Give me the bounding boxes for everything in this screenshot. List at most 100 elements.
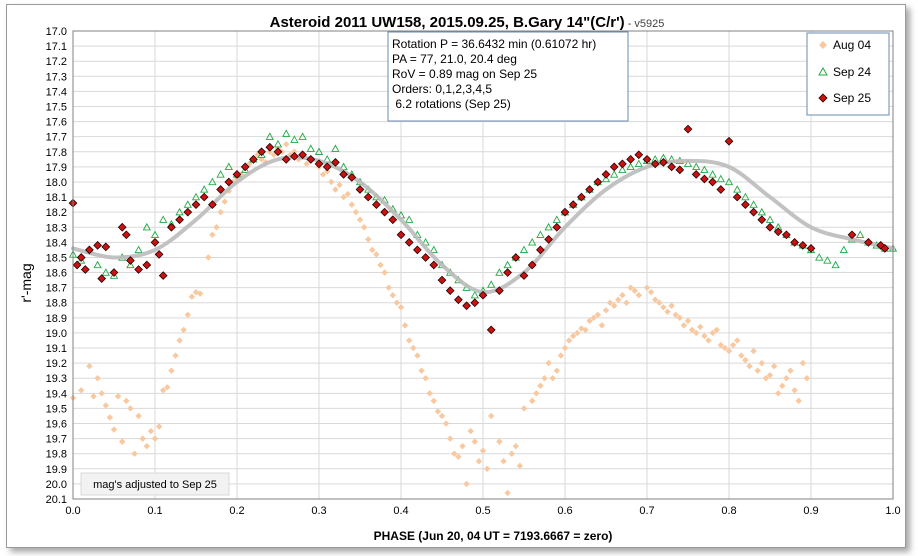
point-aug04 [606,299,614,306]
point-sep24 [610,170,619,178]
y-tick-label: 18.5 [46,252,67,264]
point-aug04 [147,427,155,435]
point-aug04 [586,317,593,325]
y-tick-label: 17.9 [46,162,67,174]
point-aug04 [643,284,651,291]
point-aug04 [672,311,679,319]
point-sep25 [880,244,890,253]
point-aug04 [184,311,191,319]
point-aug04 [98,390,105,397]
y-tick-label: 19.5 [46,403,67,415]
point-aug04 [766,372,774,379]
point-sep24 [200,185,209,193]
point-sep25 [806,244,816,253]
point-sep24 [224,162,233,171]
x-tick-label: 0.7 [639,505,654,517]
y-tick-label: 17.6 [46,117,67,129]
point-aug04 [221,198,228,205]
point-aug04 [373,251,380,258]
point-sep24 [241,165,250,174]
x-tick-label: 0.6 [557,505,572,517]
point-aug04 [332,186,339,193]
legend-label-sep24: Sep 24 [833,65,871,79]
point-sep24 [429,245,438,254]
point-aug04 [459,442,466,450]
point-aug04 [94,375,101,382]
point-aug04 [504,489,511,497]
point-sep25 [199,192,209,202]
y-tick-label: 18.7 [46,283,67,295]
legend: Aug 04 Sep 24 Sep 25 [806,32,890,116]
point-sep25 [773,227,783,237]
point-aug04 [119,438,126,445]
point-sep25 [265,142,275,152]
point-sep24 [536,230,545,238]
point-aug04 [451,450,458,457]
point-aug04 [803,375,811,382]
point-sep25 [150,237,160,247]
point-aug04 [393,299,401,306]
point-sep25 [478,290,488,300]
point-aug04 [123,397,130,405]
point-aug04 [627,284,634,291]
point-sep25 [314,159,324,169]
point-sep25 [298,150,307,160]
point-aug04 [176,337,183,344]
point-aug04 [291,148,298,155]
point-sep24 [544,222,553,231]
point-sep25 [519,271,529,280]
point-aug04 [340,193,347,201]
point-aug04 [611,302,618,309]
point-aug04 [750,347,757,355]
point-sep24 [216,170,225,178]
point-aug04 [328,178,335,186]
point-sep25 [765,222,775,232]
point-sep25 [191,200,201,209]
point-aug04 [717,341,724,349]
y-tick-label: 19.6 [46,419,67,431]
point-sep24 [314,147,324,155]
point-aug04 [344,190,351,198]
point-aug04 [254,151,261,158]
y-tick-label: 18.2 [46,207,67,219]
point-sep25 [158,271,168,280]
point-aug04 [799,359,806,367]
point-aug04 [434,408,442,415]
point-aug04 [488,412,495,420]
point-aug04 [381,269,388,276]
point-aug04 [590,314,597,322]
y-tick-label: 17.7 [46,132,67,144]
legend-label-sep25: Sep 25 [833,91,871,105]
point-sep24 [831,260,840,269]
point-sep24 [839,245,848,254]
point-aug04 [631,287,638,294]
point-aug04 [565,337,573,344]
point-sep24 [470,290,479,299]
point-aug04 [738,352,745,359]
point-sep24 [101,268,110,276]
point-aug04 [742,356,749,364]
point-sep24 [749,200,758,208]
point-aug04 [352,208,360,216]
point-aug04 [660,304,667,311]
point-aug04 [709,329,716,337]
point-sep25 [732,192,742,202]
point-aug04 [151,435,159,442]
point-sep25 [257,147,266,157]
point-sep24 [306,144,315,152]
point-sep25 [503,268,512,277]
legend-item-sep24: Sep 24 [818,65,871,79]
point-aug04 [406,337,413,344]
point-sep25 [339,170,348,179]
point-aug04 [78,387,85,394]
point-aug04 [652,296,659,303]
point-aug04 [475,458,483,465]
point-aug04 [356,216,364,223]
point-aug04 [734,337,741,344]
plot-border [72,30,894,500]
y-tick-label: 19.1 [46,343,67,355]
point-aug04 [418,367,425,374]
point-aug04 [787,367,794,374]
point-sep25 [577,192,586,202]
point-sep25 [97,274,107,283]
